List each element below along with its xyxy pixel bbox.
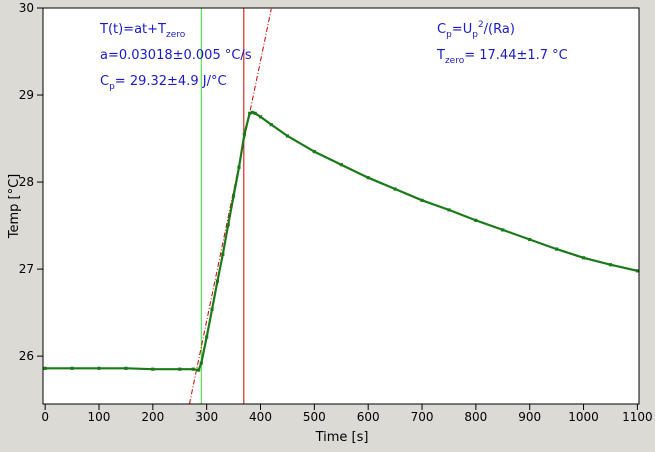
data-point	[70, 366, 74, 370]
data-point	[250, 110, 255, 115]
y-axis-label: Temp [°C]	[7, 174, 22, 240]
data-point	[528, 237, 532, 242]
x-tick-label: 100	[88, 410, 111, 424]
data-point	[366, 176, 370, 180]
data-point	[210, 307, 214, 311]
plot-frame	[42, 7, 640, 405]
annotation-line: Cp= 29.32±4.9 J/°C	[100, 74, 227, 92]
data-point	[339, 163, 343, 167]
data-point	[178, 367, 182, 371]
x-tick-label: 0	[41, 410, 49, 424]
data-point	[191, 367, 195, 371]
data-point	[312, 150, 316, 154]
data-point	[581, 256, 586, 260]
data-point	[242, 132, 246, 136]
plot-area	[43, 8, 639, 404]
x-tick-label: 500	[303, 410, 326, 424]
fit-annotations-right: Cp=Up2/(Ra) Tzero= 17.44±1.7 °C	[436, 20, 568, 66]
data-point	[221, 252, 225, 256]
data-point	[231, 194, 236, 198]
x-axis-label: Time [s]	[315, 430, 369, 445]
data-point	[43, 366, 47, 370]
data-point	[258, 115, 263, 119]
data-point	[420, 198, 424, 202]
linear-fit-line	[188, 8, 272, 404]
y-axis: 26 27 28 29 30	[19, 1, 43, 363]
annotation-line: Cp=Up2/(Ra)	[437, 20, 515, 40]
x-tick-label: 300	[195, 410, 218, 424]
y-tick-label: 29	[19, 88, 34, 102]
data-point	[199, 361, 203, 365]
data-point	[124, 366, 128, 370]
x-tick-label: 600	[357, 410, 380, 424]
y-tick-label: 26	[19, 349, 34, 363]
data-point	[635, 269, 639, 273]
data-point	[151, 367, 155, 371]
data-point	[205, 335, 209, 339]
data-point	[226, 223, 230, 227]
data-point	[215, 279, 220, 283]
y-tick-label: 27	[19, 262, 34, 276]
x-tick-label: 1000	[568, 410, 599, 424]
annotation-line: a=0.03018±0.005 °C/s	[100, 48, 252, 63]
data-point	[285, 134, 290, 138]
fit-annotations-left: T(t)=at+Tzero a=0.03018±0.005 °C/s Cp= 29.…	[99, 22, 252, 92]
data-point	[555, 247, 559, 251]
data-series-group	[43, 110, 639, 372]
x-tick-label: 400	[249, 410, 272, 424]
data-point	[196, 368, 201, 372]
data-point	[269, 123, 273, 127]
data-point	[393, 187, 397, 191]
data-point	[253, 111, 257, 115]
x-axis: 0 100 200 300 400 500 600 700 800 900 1000 1100	[41, 404, 653, 424]
fit-line-group	[188, 8, 272, 404]
data-point	[501, 228, 505, 232]
data-point	[237, 165, 241, 169]
annotation-line: T(t)=at+Tzero	[99, 22, 186, 40]
x-tick-label: 900	[518, 410, 541, 424]
data-point	[447, 208, 451, 212]
data-point	[248, 111, 252, 115]
y-tick-label: 30	[19, 1, 34, 15]
data-point	[608, 263, 613, 267]
x-tick-label: 700	[411, 410, 434, 424]
x-tick-label: 800	[464, 410, 487, 424]
y-tick-label: 28	[19, 175, 34, 189]
x-tick-label: 200	[141, 410, 164, 424]
x-tick-label: 1100	[622, 410, 653, 424]
vertical-markers	[200, 8, 245, 404]
data-point	[474, 218, 478, 222]
annotation-line: Tzero= 17.44±1.7 °C	[436, 48, 568, 66]
data-point	[97, 366, 101, 370]
